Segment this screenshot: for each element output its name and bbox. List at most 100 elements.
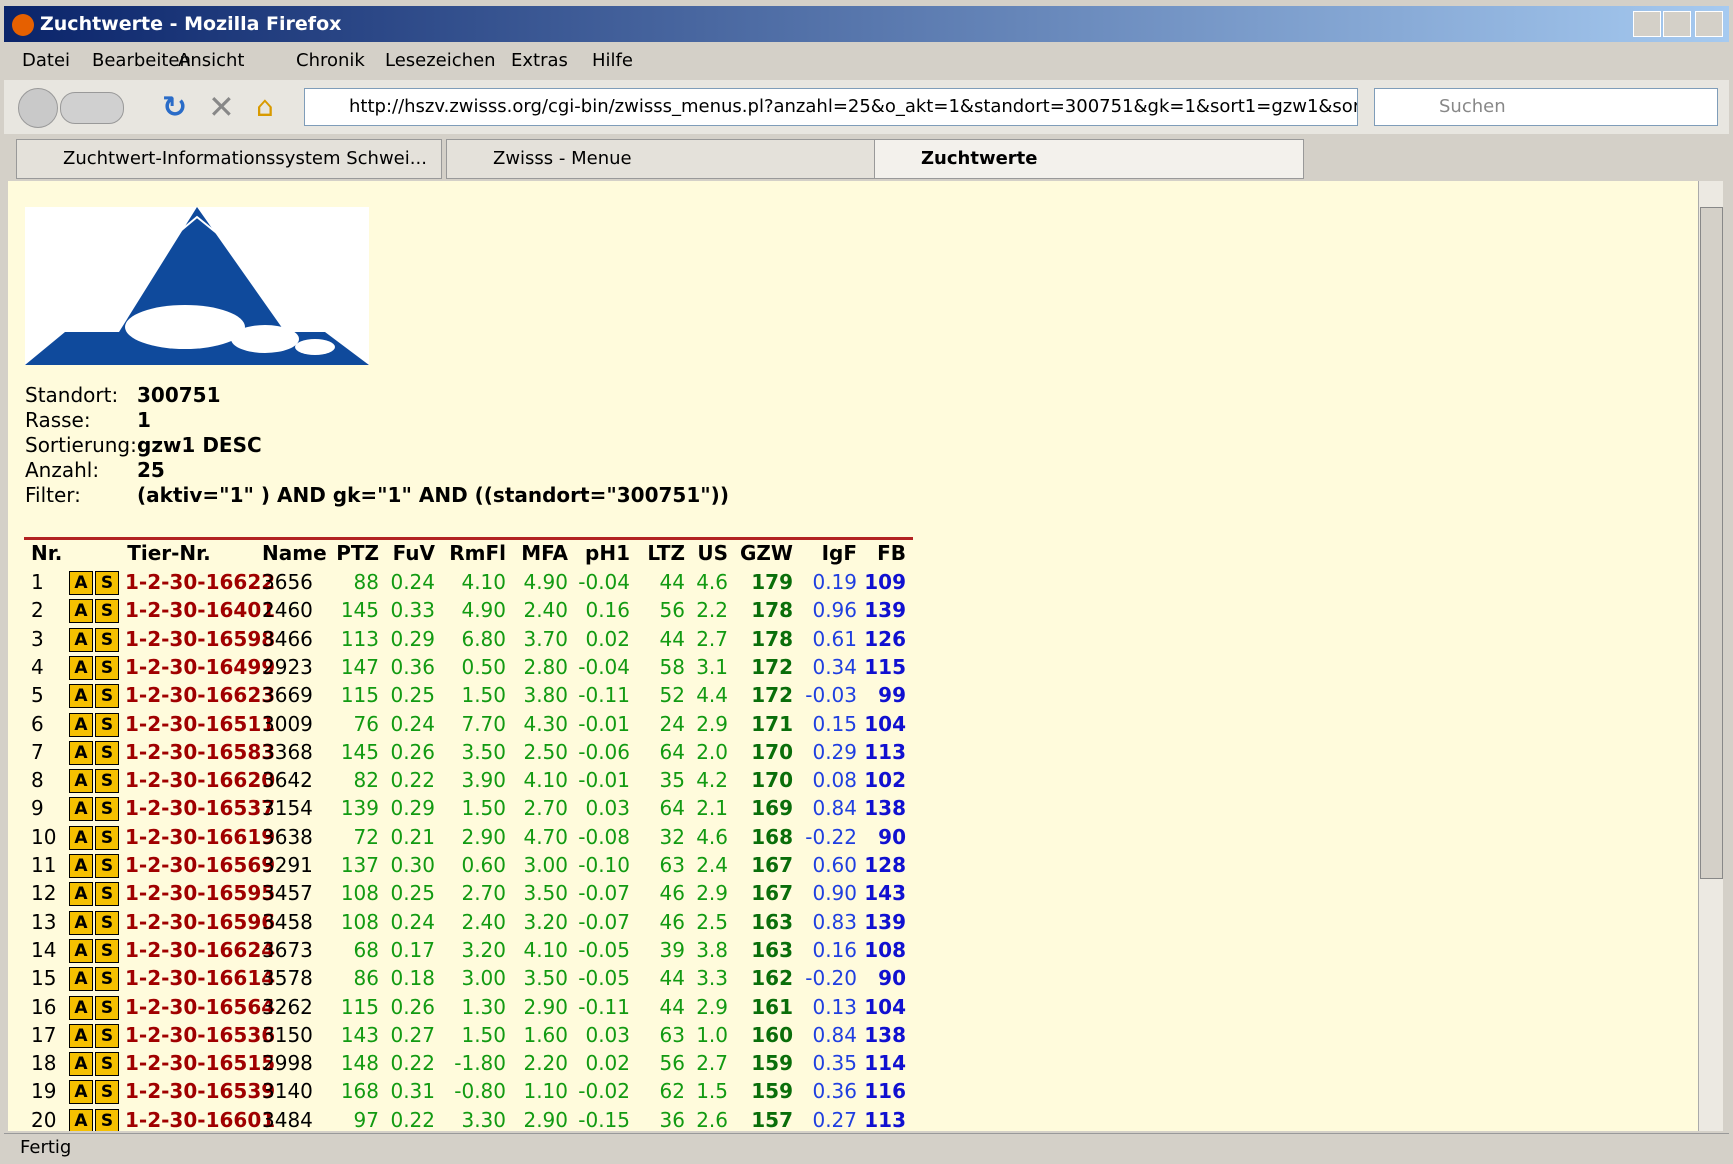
table-cell[interactable]: 2.9 [696, 994, 728, 1020]
table-cell[interactable]: 178 [751, 597, 793, 623]
table-cell[interactable]: 0.27 [812, 1107, 857, 1131]
menu-item[interactable]: Ansicht [178, 48, 244, 74]
table-cell[interactable]: 3638 [262, 824, 313, 850]
table-cell[interactable]: -0.11 [578, 682, 630, 708]
table-cell[interactable]: -0.15 [578, 1107, 630, 1131]
table-cell[interactable]: -0.01 [578, 711, 630, 737]
table-cell[interactable]: 52 [660, 682, 685, 708]
table-cell[interactable]: 1-2-30-16596 [125, 909, 275, 935]
table-cell[interactable]: 1-2-30-16601 [125, 1107, 275, 1131]
table-cell[interactable]: 0.29 [390, 626, 435, 652]
table-cell[interactable]: 11 [31, 852, 56, 878]
table-cell[interactable]: 1-2-30-16614 [125, 965, 275, 991]
table-cell[interactable]: 1 [31, 569, 44, 595]
table-cell[interactable]: 0.08 [812, 767, 857, 793]
table-cell[interactable]: 163 [751, 937, 793, 963]
table-cell[interactable]: 139 [864, 909, 906, 935]
table-cell[interactable]: 82 [354, 767, 379, 793]
table-cell[interactable]: 0.90 [812, 880, 857, 906]
table-cell[interactable]: 2.90 [523, 994, 568, 1020]
table-cell[interactable]: 113 [864, 739, 906, 765]
table-cell[interactable]: 24 [660, 711, 685, 737]
table-cell[interactable]: 0.22 [390, 767, 435, 793]
table-cell[interactable]: 0.60 [812, 852, 857, 878]
table-cell[interactable]: 86 [354, 965, 379, 991]
table-cell[interactable]: 3458 [262, 909, 313, 935]
table-cell[interactable]: 0.21 [390, 824, 435, 850]
table-cell[interactable]: 3.50 [523, 880, 568, 906]
table-cell[interactable]: 19 [31, 1078, 56, 1104]
table-cell[interactable]: 0.31 [390, 1078, 435, 1104]
table-cell[interactable]: 3 [31, 626, 44, 652]
table-cell[interactable]: 167 [751, 880, 793, 906]
table-cell[interactable]: 104 [864, 994, 906, 1020]
menu-item[interactable]: Hilfe [592, 48, 633, 74]
table-cell[interactable]: 113 [341, 626, 379, 652]
table-cell[interactable]: 2 [31, 597, 44, 623]
table-cell[interactable]: 7.70 [461, 711, 506, 737]
table-cell[interactable]: 0.02 [585, 626, 630, 652]
table-cell[interactable]: 163 [751, 909, 793, 935]
table-cell[interactable]: 171 [751, 711, 793, 737]
table-cell[interactable]: 3.70 [523, 626, 568, 652]
table-cell[interactable]: 1.0 [696, 1022, 728, 1048]
table-cell[interactable]: 0.96 [812, 597, 857, 623]
table-cell[interactable]: 44 [660, 994, 685, 1020]
table-cell[interactable]: 1.60 [523, 1022, 568, 1048]
table-cell[interactable]: 3.8 [696, 937, 728, 963]
table-cell[interactable]: 162 [751, 965, 793, 991]
table-cell[interactable]: 0.83 [812, 909, 857, 935]
table-cell[interactable]: 35 [660, 767, 685, 793]
table-cell[interactable]: 2.1 [696, 795, 728, 821]
table-cell[interactable]: 168 [751, 824, 793, 850]
table-cell[interactable]: -0.01 [578, 767, 630, 793]
table-cell[interactable]: 17 [31, 1022, 56, 1048]
table-cell[interactable]: 0.26 [390, 994, 435, 1020]
table-cell[interactable]: 3457 [262, 880, 313, 906]
table-cell[interactable]: -0.03 [805, 682, 857, 708]
table-cell[interactable]: 102 [864, 767, 906, 793]
table-cell[interactable]: 1-2-30-16569 [125, 852, 275, 878]
tab[interactable]: Zuchtwerte [874, 139, 1304, 179]
table-cell[interactable]: 1.30 [461, 994, 506, 1020]
table-cell[interactable]: 148 [341, 1050, 379, 1076]
table-cell[interactable]: 97 [354, 1107, 379, 1131]
table-cell[interactable]: 2.0 [696, 739, 728, 765]
table-cell[interactable]: 0.24 [390, 569, 435, 595]
table-cell[interactable]: 0.25 [390, 682, 435, 708]
table-cell[interactable]: 4.6 [696, 824, 728, 850]
table-cell[interactable]: 3673 [262, 937, 313, 963]
table-cell[interactable]: 14 [31, 937, 56, 963]
table-cell[interactable]: 1-2-30-16583 [125, 739, 275, 765]
table-cell[interactable]: 116 [864, 1078, 906, 1104]
table-cell[interactable]: 145 [341, 739, 379, 765]
table-cell[interactable]: 0.19 [812, 569, 857, 595]
menu-item[interactable]: Datei [22, 48, 70, 74]
table-cell[interactable]: 4.90 [523, 569, 568, 595]
table-cell[interactable]: 68 [354, 937, 379, 963]
table-cell[interactable]: 6.80 [461, 626, 506, 652]
table-cell[interactable]: 56 [660, 597, 685, 623]
table-cell[interactable]: 90 [878, 824, 906, 850]
table-cell[interactable]: 44 [660, 569, 685, 595]
table-cell[interactable]: 0.15 [812, 711, 857, 737]
table-cell[interactable]: 169 [751, 795, 793, 821]
table-cell[interactable]: 9 [31, 795, 44, 821]
table-cell[interactable]: 4.10 [523, 937, 568, 963]
table-cell[interactable]: 1.10 [523, 1078, 568, 1104]
table-cell[interactable]: 1-2-30-16623 [125, 682, 275, 708]
table-cell[interactable]: 0.36 [390, 654, 435, 680]
table-cell[interactable]: 1-2-30-16536 [125, 1022, 275, 1048]
table-cell[interactable]: 0.29 [390, 795, 435, 821]
table-cell[interactable]: 1-2-30-16499 [125, 654, 275, 680]
tab[interactable]: Zwisss - Menue [446, 139, 876, 179]
table-cell[interactable]: 147 [341, 654, 379, 680]
table-cell[interactable]: 3150 [262, 1022, 313, 1048]
table-cell[interactable]: 3154 [262, 795, 313, 821]
table-cell[interactable]: 3484 [262, 1107, 313, 1131]
table-cell[interactable]: 0.22 [390, 1107, 435, 1131]
table-cell[interactable]: 64 [660, 739, 685, 765]
table-cell[interactable]: 114 [864, 1050, 906, 1076]
table-cell[interactable]: 3.50 [523, 965, 568, 991]
table-cell[interactable]: 2.7 [696, 1050, 728, 1076]
